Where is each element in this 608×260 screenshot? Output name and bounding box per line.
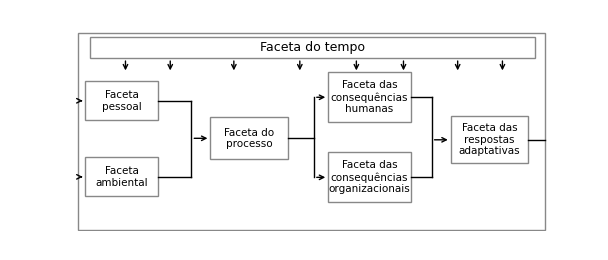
Text: Faceta
ambiental: Faceta ambiental — [95, 166, 148, 188]
Text: Faceta do tempo: Faceta do tempo — [260, 41, 365, 54]
Bar — [90, 37, 536, 58]
Text: Faceta
pessoal: Faceta pessoal — [102, 90, 142, 112]
Bar — [328, 152, 410, 202]
Text: Faceta das
respostas
adaptativas: Faceta das respostas adaptativas — [458, 123, 520, 157]
Text: Faceta das
consequências
organizacionais: Faceta das consequências organizacionais — [328, 160, 410, 194]
Bar — [328, 72, 410, 122]
Bar — [451, 116, 528, 163]
Text: Faceta das
consequências
humanas: Faceta das consequências humanas — [331, 80, 408, 114]
Bar — [85, 81, 159, 120]
Bar — [210, 117, 288, 159]
Bar — [85, 157, 159, 196]
Text: Faceta do
processo: Faceta do processo — [224, 127, 274, 149]
